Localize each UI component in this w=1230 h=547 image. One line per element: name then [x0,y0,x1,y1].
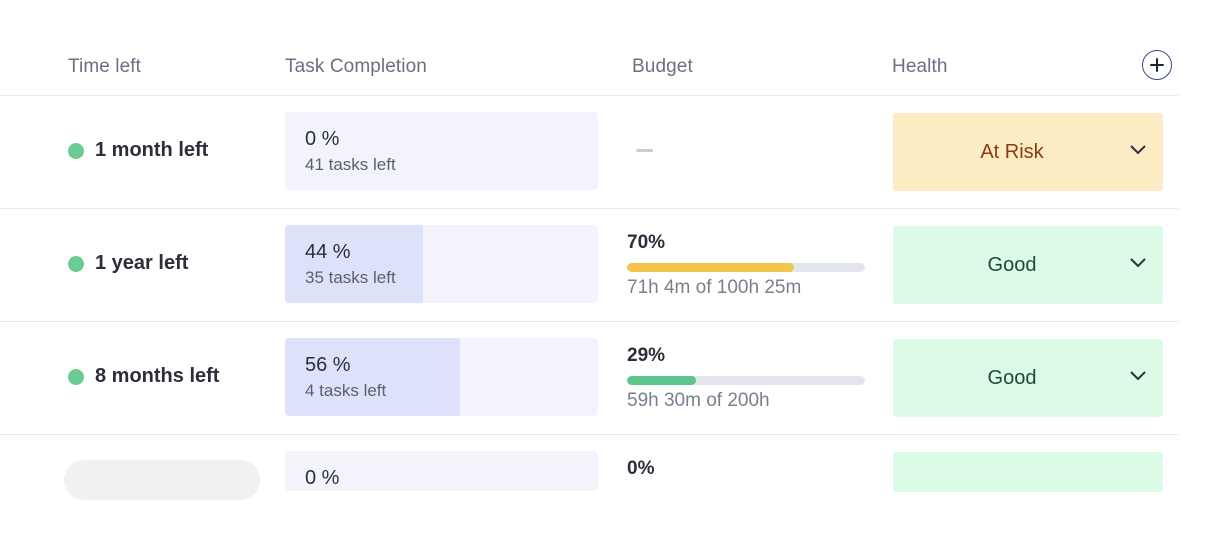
budget-percent: 29% [627,345,666,366]
budget-progress-bar [627,263,865,272]
tasks-left: 35 tasks left [305,268,396,287]
time-left-cell: 1 month left [68,139,208,162]
task-completion-cell[interactable]: 56 % 4 tasks left [285,338,598,416]
tasks-left: 4 tasks left [305,381,387,400]
time-left-text: 1 year left [95,252,189,274]
budget-detail: 59h 30m of 200h [627,390,770,411]
status-dot-icon [68,368,84,385]
time-left-cell: 1 year left [68,252,188,275]
table-header: Time left Task Completion Budget Health [0,38,1178,96]
table-row: 0 % 0% [0,435,1178,547]
task-percent: 56 % [305,354,351,376]
header-health[interactable]: Health [892,56,948,77]
status-dot-icon [68,255,84,272]
chevron-down-icon [1130,258,1146,268]
budget-empty-dash [636,149,653,152]
health-dropdown[interactable]: Good [893,339,1163,417]
budget-progress-bar [627,376,865,385]
task-completion-cell[interactable]: 0 % [285,451,598,491]
task-completion-cell[interactable]: 0 % 41 tasks left [285,112,598,190]
health-label: Good [987,254,1037,276]
budget-detail: 71h 4m of 100h 25m [627,277,802,298]
task-progress-fill [285,225,423,303]
header-task-completion[interactable]: Task Completion [285,56,427,77]
header-time-left[interactable]: Time left [68,56,142,77]
health-dropdown[interactable]: Good [893,226,1163,304]
tasks-left: 41 tasks left [305,155,396,174]
project-table: Time left Task Completion Budget Health … [0,38,1178,500]
task-completion-cell[interactable]: 44 % 35 tasks left [285,225,598,303]
header-budget[interactable]: Budget [632,56,693,77]
budget-percent: 70% [627,232,666,253]
status-dot-icon [68,142,84,159]
time-left-cell [64,460,260,500]
table-row: 1 month left 0 % 41 tasks left At Risk [0,96,1178,209]
table-row: 8 months left 56 % 4 tasks left 29% 59h … [0,322,1178,435]
health-dropdown[interactable] [893,452,1163,492]
table-row: 1 year left 44 % 35 tasks left 70% 71h 4… [0,209,1178,322]
budget-progress-fill [627,263,794,272]
add-column-button[interactable] [1142,50,1172,80]
task-progress-fill [285,338,461,416]
plus-icon [1150,58,1164,72]
health-label: At Risk [980,141,1044,163]
time-left-text: 8 months left [95,365,220,387]
task-percent: 44 % [305,241,351,263]
budget-progress-fill [627,376,697,385]
chevron-down-icon [1130,145,1146,155]
time-left-text: 1 month left [95,139,209,161]
time-left-cell: 8 months left [68,365,219,388]
budget-percent: 0% [627,458,655,479]
health-dropdown[interactable]: At Risk [893,113,1163,191]
chevron-down-icon [1130,371,1146,381]
task-percent: 0 % [305,467,340,489]
task-percent: 0 % [305,128,340,150]
health-label: Good [987,367,1037,389]
